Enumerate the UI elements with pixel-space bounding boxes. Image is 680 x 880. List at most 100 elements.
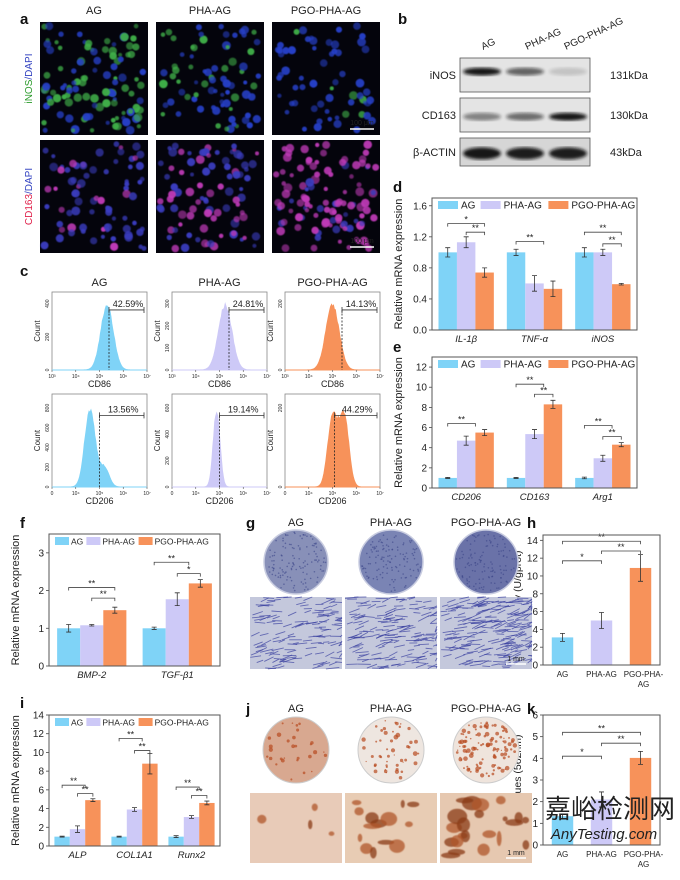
bar [525,434,544,488]
x-tick-label: PGO-PHA-AG [624,670,664,689]
x-tick-label: PHA-AG [586,670,617,679]
significance-bracket [583,231,622,236]
scale-bar-label: 100 μm [350,238,374,245]
significance-label: ** [595,417,603,427]
x-tick-label: PHA-AG [586,850,617,859]
x-tick-label: 10⁷ [143,491,151,497]
legend-swatch [138,537,153,545]
panel-label-e: e [393,339,401,356]
error-bar [132,807,137,812]
legend-label: PHA-AG [102,718,135,728]
significance-bracket [191,795,208,799]
plot-frame [542,714,661,846]
bar-chart-i: 0 2 4 6 8 10 12 14 Relative mRNA expression ** ** *… [10,711,221,861]
bar [590,799,613,845]
lane-label: PGO-PHA-AG [563,16,626,53]
column-header: PHA-AG [370,517,412,529]
blot-row-label: iNOS [430,70,456,82]
legend-label: PGO-PHA-AG [155,718,209,728]
significance-label: ** [472,223,480,233]
y-tick-label: 0 [421,484,427,495]
alp-micrograph [250,596,343,670]
significance-bracket [68,587,116,591]
y-tick-label: 3 [38,548,44,559]
error-bar [560,813,565,819]
error-bar [532,275,537,292]
y-tick-label: 0.0 [413,326,427,337]
error-bar [204,800,210,806]
error-bar [197,579,203,588]
significance-label: ** [540,385,548,395]
column-header-pha-ag: PHA-AG [189,5,231,17]
blot-strip [459,137,591,167]
error-bar [189,815,194,819]
gate-percent: 44.29% [342,404,373,414]
significance-bracket [153,561,190,566]
y-tick-label: 200 [165,456,171,465]
blot-strip [459,57,591,93]
legend-label: PGO-PHA-AG [155,537,209,547]
legend-swatch [55,718,69,726]
x-tick-label: CD206 [451,492,481,503]
x-tick-label: 10⁴ [305,374,313,380]
significance-label: ** [82,785,90,795]
legend-swatch [480,201,501,209]
error-bar [600,248,606,256]
x-tick-label: 10⁵ [329,374,337,380]
x-tick-label: 0 [51,491,54,497]
error-bar [550,280,556,298]
ars-stained-well [357,716,425,784]
significance-label: ** [617,542,625,552]
blot-band [549,112,587,121]
count-axis-label: Count [153,429,162,451]
x-tick-label: 10⁴ [72,374,80,380]
x-tick-label: 10⁴ [192,491,200,497]
lane-label: PHA-AG [524,26,564,52]
gate-percent: 19.14% [228,404,259,414]
y-tick-label: 0 [532,661,538,672]
y-tick-label: 5 [532,732,538,743]
error-bar [618,442,624,448]
blot-band [549,67,587,76]
blot-strip [459,97,591,133]
y-tick-label: 600 [45,423,51,432]
panel-label-a: a [20,11,29,28]
bar [69,829,86,846]
column-header: PGO-PHA-AG [451,703,521,715]
significance-bracket [562,731,641,736]
x-tick-label: COL1A1 [116,850,152,861]
x-tick-label: 10⁷ [263,374,271,380]
legend-swatch [438,201,458,209]
x-axis-label: CD86 [88,379,111,389]
bar [57,628,81,666]
y-tick-label: 4 [532,625,538,636]
stain-label: CD163/DAPI [24,168,35,225]
bar [593,458,613,488]
significance-label: ** [70,776,78,786]
bar [165,599,189,666]
y-tick-label: 4 [532,754,538,765]
bar [575,252,594,330]
count-axis-label: Count [266,320,275,342]
error-bar [638,751,643,765]
significance-label: ** [526,375,534,385]
alp-micrograph [344,596,438,670]
x-axis-label: CD86 [208,379,231,389]
x-tick-label-part: AG [638,680,650,689]
bar [54,836,70,846]
x-tick-label: Runx2 [178,850,206,861]
error-bar [463,236,469,249]
x-tick-label: 10⁵ [96,491,104,497]
x-tick-label: 10⁷ [376,491,384,497]
y-tick-label: 10 [33,748,45,759]
panel-label-g: g [246,515,255,532]
blot-band [463,147,501,160]
x-tick-label: 10⁴ [192,374,200,380]
error-bar [581,476,587,480]
ars-micrograph [440,793,532,863]
y-tick-label: 200 [278,404,284,413]
y-tick-label: 14 [33,711,45,722]
watermark-english: AnyTesting.com [550,826,657,843]
y-tick-label: 0 [45,485,51,488]
gate-bracket [219,412,265,419]
